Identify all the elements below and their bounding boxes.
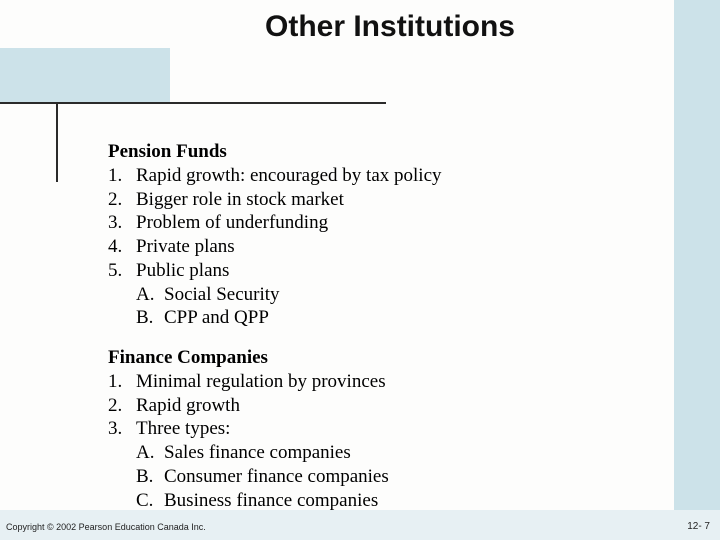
- item-text: Three types:: [136, 417, 668, 441]
- item-number: 5.: [108, 259, 136, 283]
- vertical-rule: [56, 102, 58, 182]
- copyright-text: Copyright © 2002 Pearson Education Canad…: [6, 522, 206, 532]
- sub-item: B. CPP and QPP: [108, 306, 668, 330]
- section-finance-companies: Finance Companies 1. Minimal regulation …: [108, 346, 668, 512]
- sub-item: A. Sales finance companies: [108, 441, 668, 465]
- item-number: 3.: [108, 211, 136, 235]
- sub-letter: A.: [136, 283, 164, 307]
- slide-title: Other Institutions: [0, 10, 720, 44]
- sub-text: Consumer finance companies: [164, 465, 389, 489]
- item-text: Minimal regulation by provinces: [136, 370, 668, 394]
- page-number: 12- 7: [687, 521, 710, 532]
- list-item: 5. Public plans: [108, 259, 668, 283]
- list-item: 1. Minimal regulation by provinces: [108, 370, 668, 394]
- list-item: 4. Private plans: [108, 235, 668, 259]
- list-item: 1. Rapid growth: encouraged by tax polic…: [108, 164, 668, 188]
- item-number: 2.: [108, 394, 136, 418]
- section-heading: Finance Companies: [108, 346, 668, 370]
- title-accent-block: [0, 48, 170, 102]
- item-number: 1.: [108, 370, 136, 394]
- item-number: 2.: [108, 188, 136, 212]
- item-text: Private plans: [136, 235, 668, 259]
- sub-letter: A.: [136, 441, 164, 465]
- sub-item: C. Business finance companies: [108, 489, 668, 513]
- item-number: 3.: [108, 417, 136, 441]
- list-item: 2. Bigger role in stock market: [108, 188, 668, 212]
- item-number: 1.: [108, 164, 136, 188]
- sub-item: A. Social Security: [108, 283, 668, 307]
- list-item: 2. Rapid growth: [108, 394, 668, 418]
- item-text: Bigger role in stock market: [136, 188, 668, 212]
- sub-text: Social Security: [164, 283, 280, 307]
- item-text: Rapid growth: encouraged by tax policy: [136, 164, 668, 188]
- right-accent-band: [674, 0, 720, 510]
- sub-item: B. Consumer finance companies: [108, 465, 668, 489]
- sub-text: Sales finance companies: [164, 441, 351, 465]
- sub-letter: C.: [136, 489, 164, 513]
- item-text: Rapid growth: [136, 394, 668, 418]
- sub-text: CPP and QPP: [164, 306, 269, 330]
- item-text: Problem of underfunding: [136, 211, 668, 235]
- item-number: 4.: [108, 235, 136, 259]
- section-pension-funds: Pension Funds 1. Rapid growth: encourage…: [108, 140, 668, 330]
- sub-text: Business finance companies: [164, 489, 378, 513]
- sub-letter: B.: [136, 306, 164, 330]
- sub-letter: B.: [136, 465, 164, 489]
- item-text: Public plans: [136, 259, 668, 283]
- section-heading: Pension Funds: [108, 140, 668, 164]
- slide-body: Pension Funds 1. Rapid growth: encourage…: [108, 140, 668, 528]
- list-item: 3. Three types:: [108, 417, 668, 441]
- list-item: 3. Problem of underfunding: [108, 211, 668, 235]
